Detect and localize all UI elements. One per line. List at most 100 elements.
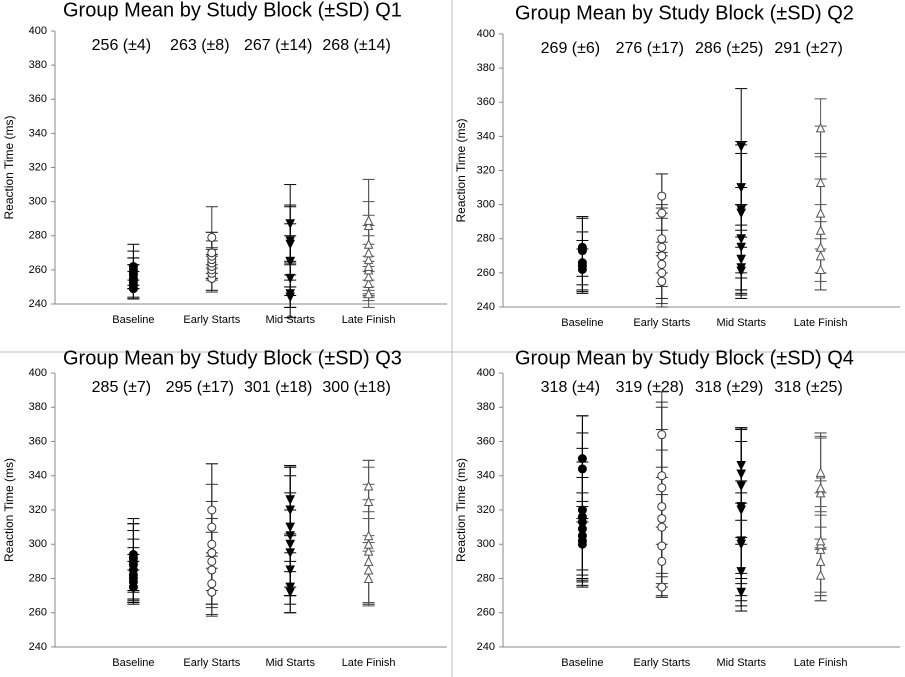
group-summary: 318 (±4) (541, 379, 600, 396)
data-point (363, 539, 374, 549)
data-point (207, 548, 217, 558)
data-point (815, 208, 826, 218)
y-tick-label: 360 (29, 435, 47, 447)
chart-panel: Group Mean by Study Block (±SD) Q2 Reacti… (454, 2, 900, 329)
x-tick-label: Baseline (112, 657, 154, 669)
x-tick-label: Late Finish (794, 317, 848, 329)
data-point (577, 454, 587, 464)
x-tick-label: Mid Starts (265, 657, 315, 669)
data-point (363, 278, 374, 289)
y-axis-label: Reaction Time (ms) (2, 458, 16, 562)
group-summary: 268 (±14) (322, 37, 390, 54)
x-tick-label: Early Starts (183, 657, 240, 669)
data-point (363, 261, 374, 271)
data-point (207, 556, 217, 566)
data-point (363, 254, 374, 265)
data-point (657, 191, 667, 201)
data-point (657, 234, 667, 244)
y-tick-label: 240 (29, 641, 47, 653)
data-point (736, 587, 747, 598)
data-point (736, 234, 747, 244)
group-summary: 319 (±28) (616, 379, 684, 396)
data-point (285, 522, 296, 533)
data-point (363, 496, 374, 506)
chart-panel: Group Mean by Study Block (±SD) Q1 Reacti… (2, 0, 447, 326)
data-point (657, 471, 667, 481)
data-point (815, 225, 826, 235)
group-summary: 285 (±7) (92, 379, 151, 396)
y-tick-label: 380 (29, 59, 47, 71)
data-point (363, 556, 374, 566)
data-point (363, 271, 374, 282)
y-tick-label: 400 (29, 25, 47, 37)
data-point (363, 573, 374, 583)
data-point (815, 482, 826, 493)
data-point (577, 258, 587, 268)
data-point (657, 259, 667, 269)
data-point (363, 215, 374, 225)
chart-panel: Group Mean by Study Block (±SD) Q3 Reacti… (2, 347, 447, 669)
data-point (736, 536, 747, 546)
data-point (815, 467, 826, 477)
data-point (657, 268, 667, 278)
y-axis-label: Reaction Time (ms) (454, 118, 468, 222)
data-point (657, 251, 667, 261)
data-point (657, 208, 667, 218)
data-point (363, 220, 374, 231)
group-summary: 269 (±6) (541, 40, 600, 57)
y-tick-label: 400 (477, 28, 495, 40)
x-tick-label: Baseline (112, 314, 154, 326)
group-summary: 286 (±25) (695, 40, 763, 57)
x-tick-label: Mid Starts (716, 317, 766, 329)
y-axis-label: Reaction Time (ms) (454, 458, 468, 562)
chart-title: Group Mean by Study Block (±SD) Q4 (515, 347, 854, 369)
chart-title: Group Mean by Study Block (±SD) Q1 (63, 0, 402, 21)
y-tick-label: 340 (29, 127, 47, 139)
data-point (815, 177, 826, 187)
data-point (815, 264, 826, 274)
y-tick-label: 360 (477, 96, 495, 108)
x-tick-label: Early Starts (633, 657, 690, 669)
data-point (736, 460, 747, 471)
x-tick-label: Early Starts (183, 314, 240, 326)
data-point (363, 288, 374, 299)
data-point (736, 142, 747, 152)
data-point (815, 250, 826, 261)
y-tick-label: 340 (477, 130, 495, 142)
x-tick-label: Baseline (561, 317, 603, 329)
data-point (207, 579, 217, 589)
data-point (815, 535, 826, 546)
data-point (207, 522, 217, 532)
data-point (736, 183, 747, 193)
data-point (285, 565, 296, 576)
data-point (657, 582, 667, 592)
y-tick-label: 240 (29, 298, 47, 310)
data-point (363, 530, 374, 541)
data-point (657, 483, 667, 493)
data-point (285, 273, 296, 284)
group-summary: 256 (±4) (92, 37, 151, 54)
x-tick-label: Early Starts (633, 317, 690, 329)
data-point (657, 541, 667, 551)
group-summary: 295 (±17) (166, 379, 234, 396)
data-point (285, 236, 296, 246)
y-tick-label: 400 (477, 367, 495, 379)
data-point (657, 502, 667, 512)
y-tick-label: 280 (477, 233, 495, 245)
group-summary: 263 (±8) (170, 37, 229, 54)
data-point (285, 505, 296, 516)
y-tick-label: 300 (477, 199, 495, 211)
y-tick-label: 360 (29, 93, 47, 105)
y-tick-label: 300 (29, 196, 47, 208)
data-point (363, 545, 374, 556)
x-tick-label: Late Finish (342, 657, 396, 669)
data-point (577, 242, 587, 252)
y-tick-label: 280 (29, 230, 47, 242)
data-point (128, 261, 138, 271)
group-summary: 291 (±27) (774, 40, 842, 57)
data-point (736, 567, 747, 577)
data-point (285, 219, 296, 229)
data-point (736, 502, 747, 512)
data-point (207, 232, 217, 242)
